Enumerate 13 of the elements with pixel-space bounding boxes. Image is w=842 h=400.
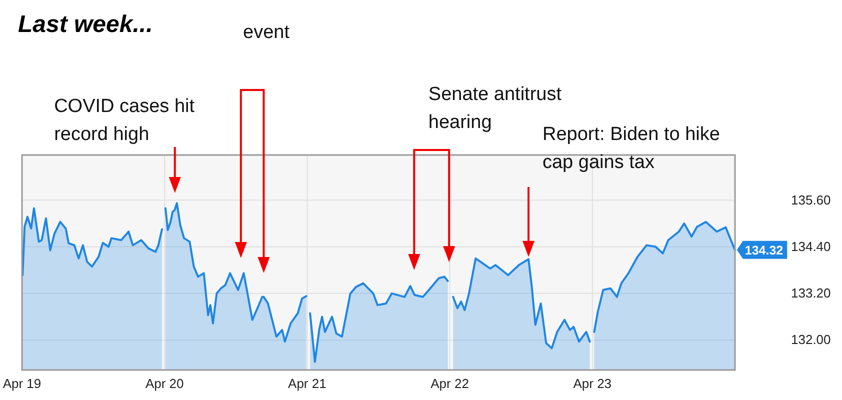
x-tick-label: Apr 23 [573, 376, 612, 391]
text: COVID cases hit record high [54, 96, 196, 145]
chart-title: Last week... [18, 11, 153, 38]
x-tick-label: Apr 19 [2, 376, 42, 391]
x-tick-label: Apr 20 [145, 376, 184, 391]
text: event [243, 22, 290, 43]
y-tick-label: 135.60 [791, 192, 831, 208]
data-label: 134.32 [744, 243, 784, 258]
y-tick-label: 132.00 [791, 332, 831, 348]
y-tick-label: 133.20 [791, 286, 831, 301]
x-tick-label: Apr 22 [430, 376, 469, 391]
x-tick-label: Apr 21 [288, 376, 326, 391]
y-tick-label: 134.40 [791, 238, 831, 254]
